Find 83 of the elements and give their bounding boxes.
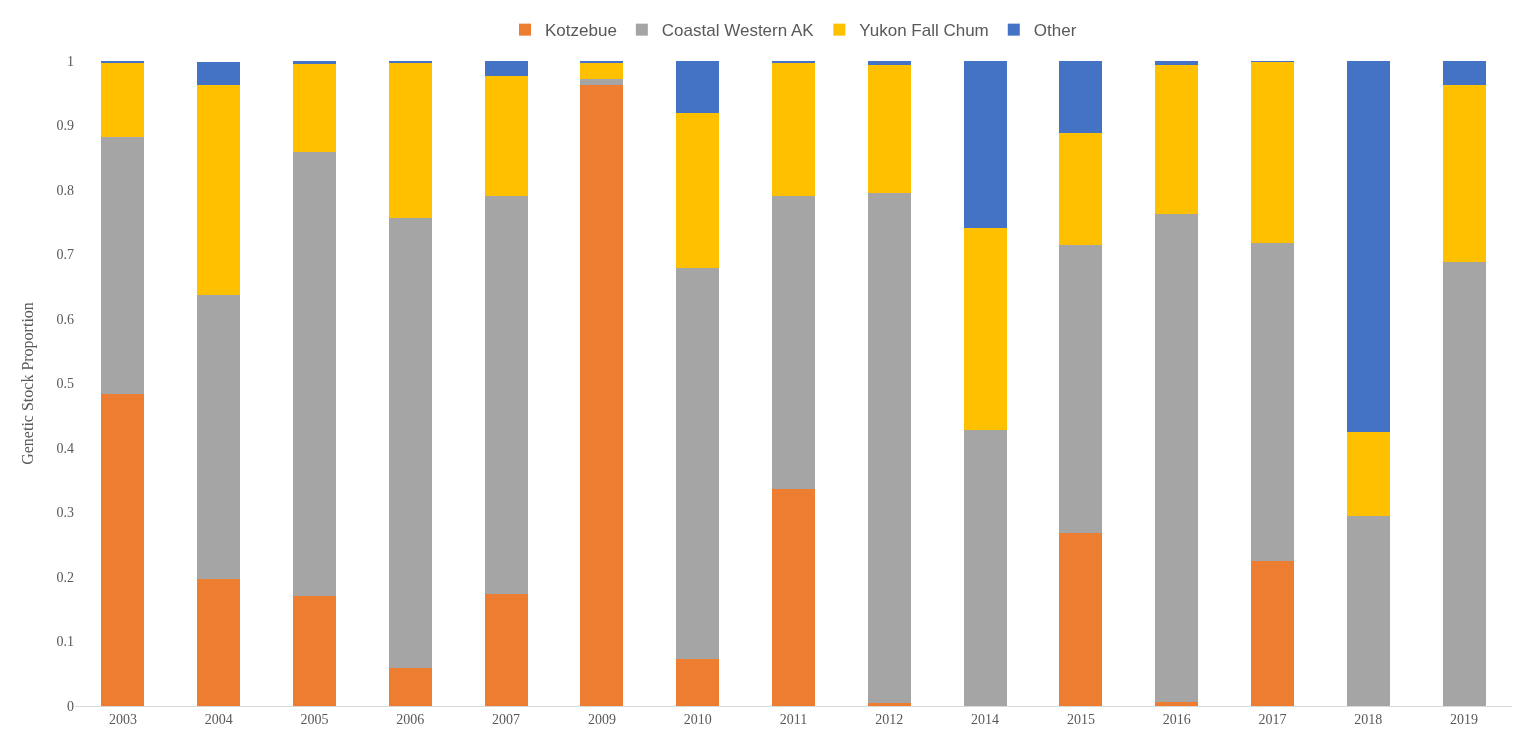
legend-label: Yukon Fall Chum (859, 21, 989, 41)
y-tick-label: 0.3 (56, 505, 74, 521)
x-tick-label: 2012 (875, 711, 904, 727)
x-tick-label: 2006 (396, 711, 425, 727)
bar (484, 75, 528, 196)
bar (676, 113, 720, 269)
x-tick-label: 2016 (1162, 711, 1191, 727)
x-tick-label: 2019 (1450, 711, 1479, 727)
bar (1442, 262, 1486, 706)
x-tick-label: 2014 (971, 711, 1000, 727)
x-tick-label: 2007 (492, 711, 521, 727)
bar (867, 61, 911, 65)
bar (867, 193, 911, 703)
bar (676, 268, 720, 659)
bar (1250, 61, 1295, 243)
x-tick-label: 2009 (587, 711, 616, 727)
y-tick-label: 0 (67, 698, 74, 714)
bar (1250, 560, 1295, 706)
y-tick-label: 0.4 (56, 440, 74, 456)
legend-label: Kotzebue (545, 21, 617, 41)
x-tick-label: 2015 (1066, 711, 1095, 727)
bar (867, 64, 911, 194)
bar (484, 195, 528, 594)
x-tick-label: 2010 (683, 711, 712, 727)
x-tick-label: 2011 (779, 711, 808, 727)
bar (580, 79, 624, 85)
bar (292, 61, 337, 65)
bar (197, 62, 241, 85)
bar (292, 151, 337, 596)
bar (867, 702, 911, 706)
x-tick-label: 2018 (1354, 711, 1383, 727)
bar (484, 593, 528, 706)
y-tick-label: 0.7 (56, 247, 74, 263)
bar (676, 658, 720, 706)
bar (197, 578, 241, 706)
bar (771, 195, 816, 490)
bar (1155, 61, 1199, 65)
bar (963, 61, 1007, 229)
x-tick-label: 2017 (1258, 711, 1287, 727)
bar (580, 84, 624, 706)
bar (292, 64, 337, 152)
bar (101, 137, 145, 394)
bar (1059, 133, 1103, 245)
bar (771, 489, 816, 706)
y-tick-label: 1 (67, 53, 74, 69)
bar (1059, 533, 1103, 706)
bar (1155, 702, 1199, 706)
bar (771, 62, 816, 196)
y-tick-label: 0.8 (56, 182, 74, 198)
bar (388, 217, 432, 668)
bar (1155, 64, 1199, 214)
bar (1155, 213, 1199, 703)
y-tick-label: 0.6 (56, 311, 74, 327)
y-tick-label: 0.9 (56, 118, 74, 134)
bar (101, 393, 145, 706)
x-tick-label: 2004 (204, 711, 233, 727)
bar (197, 84, 241, 296)
bar (292, 595, 337, 706)
bar (1059, 61, 1103, 134)
x-tick-label: 2005 (300, 711, 329, 727)
bar (580, 62, 624, 80)
bar (1059, 244, 1103, 534)
bar (1346, 431, 1390, 516)
bar (963, 228, 1007, 430)
legend-label: Coastal Western AK (661, 21, 815, 41)
bar (101, 62, 145, 138)
bar (388, 62, 432, 218)
bar (484, 61, 528, 76)
bar (1250, 242, 1295, 561)
y-tick-label: 0.1 (56, 634, 74, 650)
y-tick-label: 0.5 (56, 376, 74, 392)
y-tick-label: 0.2 (56, 569, 74, 585)
bar (197, 295, 241, 579)
bar (1346, 515, 1390, 706)
legend-label: Other (1033, 21, 1077, 41)
y-axis-title: Genetic Stock Proportion (19, 302, 37, 465)
bar (388, 667, 432, 706)
bar (1442, 61, 1486, 85)
x-tick-label: 2003 (108, 711, 137, 727)
bar (676, 61, 720, 114)
bar (963, 429, 1007, 706)
bar (1442, 84, 1486, 263)
bar (1346, 61, 1390, 432)
